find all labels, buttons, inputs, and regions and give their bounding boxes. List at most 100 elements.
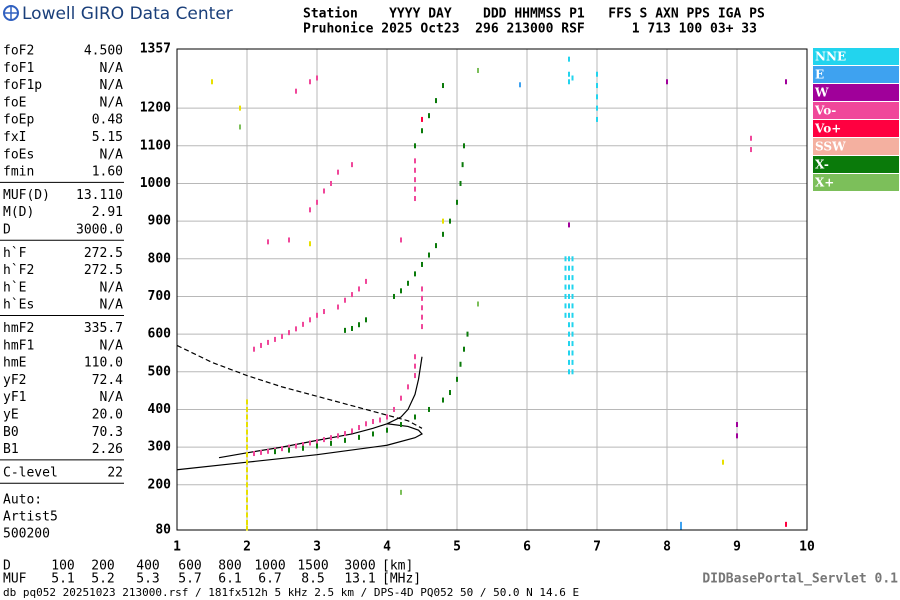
echo-point: [351, 292, 353, 298]
echo-point: [680, 524, 682, 530]
echo-point: [568, 369, 570, 375]
echo-point: [246, 482, 248, 488]
param-value: 20.0: [92, 408, 123, 423]
echo-point: [736, 433, 738, 439]
echo-point: [316, 312, 318, 318]
echo-point: [414, 373, 416, 379]
echo-point: [421, 128, 423, 134]
echo-point: [414, 143, 416, 149]
echo-point: [568, 350, 570, 356]
param-name: MUF(D): [3, 188, 50, 203]
legend-swatch: [813, 120, 899, 137]
param-name: h`F: [3, 246, 27, 261]
y-tick-label: 80: [155, 523, 171, 538]
echo-point: [323, 188, 325, 194]
echo-point: [372, 419, 374, 425]
echo-point: [571, 359, 574, 365]
echo-point: [596, 105, 598, 111]
echo-point: [337, 304, 339, 310]
x-tick-label: 1: [173, 540, 181, 555]
y-tick-label: 300: [148, 440, 172, 455]
param-name: foEp: [3, 113, 34, 128]
param-name: yE: [3, 408, 19, 423]
echo-point: [267, 239, 269, 245]
param-value: N/A: [100, 61, 124, 76]
echo-point: [435, 243, 437, 249]
echo-point: [246, 459, 248, 465]
echo-point: [442, 83, 444, 89]
echo-point: [414, 414, 416, 420]
param-value: 4.500: [84, 44, 123, 59]
echo-point: [281, 446, 283, 452]
echo-point: [568, 293, 570, 299]
profile-line: [176, 344, 423, 429]
footer-value: 6.1: [218, 572, 241, 587]
y-tick-label: 200: [148, 477, 172, 492]
echo-point: [463, 346, 465, 352]
echo-point: [421, 295, 423, 301]
echo-point: [309, 241, 311, 247]
param-name: foE: [3, 95, 26, 110]
legend-swatch: [813, 84, 899, 101]
echo-point: [316, 199, 318, 205]
echo-point: [316, 443, 318, 449]
echo-point: [421, 286, 423, 292]
echo-point: [564, 293, 567, 299]
profile-line: [218, 356, 423, 459]
echo-point: [568, 222, 570, 228]
echo-point: [442, 397, 444, 403]
echo-point: [344, 437, 346, 443]
echo-point: [246, 414, 248, 420]
legend-label: X+: [815, 176, 834, 190]
echo-point: [351, 162, 353, 168]
echo-point: [785, 521, 787, 527]
footer-unit: [MHz]: [382, 572, 421, 587]
echo-point: [461, 162, 464, 168]
echo-point: [421, 324, 423, 330]
echo-point: [680, 521, 682, 527]
footer-value: 6.7: [258, 572, 281, 587]
y-tick-label: 600: [148, 327, 172, 342]
echo-point: [459, 180, 462, 186]
legend-label: NNE: [815, 50, 846, 64]
legend-label: W: [814, 86, 829, 100]
x-tick-label: 7: [593, 540, 601, 555]
x-tick-label: 2: [243, 540, 251, 555]
echo-point: [337, 433, 339, 439]
echo-point: [571, 312, 574, 318]
echo-point: [253, 451, 255, 457]
param-value: 1.60: [92, 165, 123, 180]
param-value: N/A: [100, 147, 124, 162]
echo-point: [568, 275, 570, 281]
x-tick-label: 8: [663, 540, 671, 555]
param-value: 272.5: [84, 246, 123, 261]
echo-point: [400, 288, 402, 294]
y-tick-label: 1000: [140, 176, 171, 191]
portal-label: DIDBasePortal_Servlet 0.1: [702, 572, 898, 587]
param-name: B0: [3, 425, 19, 440]
legend-swatch: [813, 156, 899, 173]
param-value: 335.7: [84, 321, 123, 336]
footer-value: 1500: [297, 559, 328, 574]
footer-label: MUF: [3, 572, 27, 587]
echo-point: [414, 354, 416, 360]
plot-frame: [176, 48, 808, 531]
param-value: 22: [107, 465, 123, 480]
footer-value: 5.1: [51, 572, 74, 587]
echo-point: [246, 497, 248, 503]
echo-point: [400, 237, 402, 243]
echo-point: [358, 322, 360, 328]
param-value: N/A: [100, 78, 124, 93]
echo-point: [750, 135, 752, 141]
param-name: foF1p: [3, 78, 42, 93]
echo-point: [372, 431, 374, 437]
echo-point: [571, 284, 574, 290]
y-tick-label: 1357: [140, 42, 171, 57]
echo-point: [246, 525, 248, 531]
echo-point: [351, 325, 353, 331]
echo-point: [239, 124, 241, 130]
echo-point: [750, 147, 752, 153]
echo-point: [267, 339, 269, 345]
echo-point: [246, 519, 248, 525]
